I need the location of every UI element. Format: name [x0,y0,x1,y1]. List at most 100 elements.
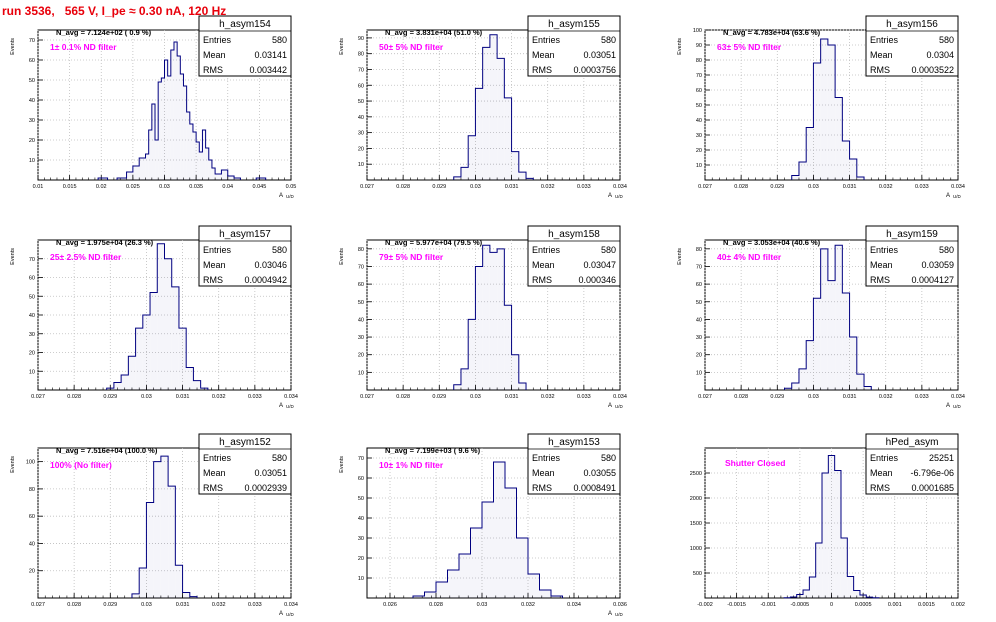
stats-mean-value: 0.03051 [583,50,616,60]
stats-box-title: h_asym157 [219,229,271,240]
histogram-bin [505,488,517,598]
y-tick-label: 80 [29,487,35,493]
filter-annotation: 100% (No filter) [50,460,112,470]
histogram-outline [784,244,872,390]
histogram-bin [806,127,814,180]
histogram-bin [164,258,172,390]
y-tick-label: 20 [29,138,35,144]
x-tick-label: 0.029 [770,184,784,190]
x-axis-label: A [608,611,612,617]
stats-box [527,15,621,77]
stats-rms-value: 0.0004127 [911,275,954,285]
histogram-panel-h_asym159: 0.027 0.028 0.029 0.03 0.031 0.032 0.033 0.034 1… [677,225,965,409]
histogram-bin [180,74,184,180]
histogram-bin [117,178,127,180]
y-tick-label: 90 [696,43,702,49]
y-tick-label: 20 [29,351,35,357]
histogram-bin [493,462,505,598]
y-tick-label: 10 [358,370,364,376]
histogram-bin [806,340,814,390]
y-tick-label: 60 [358,83,364,89]
y-axis-label: Events [677,248,683,265]
y-tick-label: 20 [358,353,364,359]
x-tick-label: 0.045 [252,184,266,190]
x-tick-label: 0.029 [432,394,446,400]
y-tick-label: 50 [358,496,364,502]
histogram-bin [504,305,512,390]
y-tick-label: 20 [696,148,702,154]
histogram-bin [526,178,534,180]
y-tick-label: 40 [29,541,35,547]
y-tick-label: 40 [696,317,702,323]
x-tick-label: 0.03 [141,394,152,400]
x-axis-label-sub: U/D [615,194,624,199]
x-tick-label: 0.025 [126,184,140,190]
histogram-bin [820,39,828,180]
histogram-bin [453,176,461,180]
histogram-bin [815,543,823,598]
stats-rms-label: RMS [870,65,890,75]
x-tick-label: 0.031 [505,184,519,190]
x-axis-label: A [279,193,283,199]
histogram-bin [840,538,848,598]
x-axis-label: A [608,193,612,199]
histogram-bin [192,132,197,180]
histogram-bin [135,328,143,390]
y-axis-label: Events [339,38,345,55]
histogram-bin [106,388,114,390]
x-axis-label-sub: U/D [286,404,295,409]
x-tick-label: 0.03 [159,184,170,190]
stats-rms-value: 0.0003756 [573,65,616,75]
x-tick-label: 0.031 [843,184,857,190]
y-tick-label: 80 [358,52,364,58]
histogram-bin [175,565,183,598]
stats-entries-label: Entries [870,453,899,463]
histogram-bin [809,577,816,598]
y-tick-label: 70 [696,73,702,79]
y-tick-label: 70 [29,257,35,263]
histogram-bin [475,266,483,390]
x-tick-label: 0.04 [222,184,233,190]
stats-box-title: h_asym152 [219,437,271,448]
histogram-bin [834,470,841,598]
x-tick-label: 0.032 [212,602,226,608]
x-tick-label: 0.001 [888,602,902,608]
stats-entries-value: 580 [601,245,616,255]
y-tick-label: 60 [29,276,35,282]
y-tick-label: 40 [358,317,364,323]
histogram-outline [131,455,198,598]
stats-mean-label: Mean [203,50,226,60]
histogram-bin [791,382,799,390]
x-tick-label: 0.028 [734,184,748,190]
histogram-bin [856,177,865,180]
navg-label: N_avg = 7.199e+03 ( 9.6 %) [385,446,481,455]
x-axis-label: A [608,403,612,409]
histogram-bin [453,384,461,390]
y-tick-label: 60 [358,282,364,288]
histogram-bin [170,50,174,180]
stats-entries-label: Entries [870,245,899,255]
x-tick-label: 0.034 [284,394,298,400]
histogram-bin [497,58,505,180]
y-tick-label: 30 [29,332,35,338]
stats-rms-label: RMS [870,275,890,285]
histogram-bin [256,178,266,180]
y-tick-label: 50 [29,78,35,84]
y-tick-label: 500 [693,571,702,577]
histogram-bin [208,160,212,180]
stats-mean-value: -6.796e-06 [910,468,954,478]
stats-box-title: h_asym158 [548,229,600,240]
histogram-bin [853,590,860,598]
stats-rms-label: RMS [203,275,223,285]
x-tick-label: 0.01 [33,184,44,190]
x-tick-label: 0.031 [176,394,190,400]
y-tick-label: 10 [29,158,35,164]
y-tick-label: 30 [696,133,702,139]
stats-rms-value: 0.003442 [249,65,287,75]
histogram-bin [160,456,169,598]
y-axis-label: Events [10,38,16,55]
x-tick-label: 0.026 [383,602,397,608]
histogram-bin [171,286,179,390]
y-tick-label: 60 [29,58,35,64]
